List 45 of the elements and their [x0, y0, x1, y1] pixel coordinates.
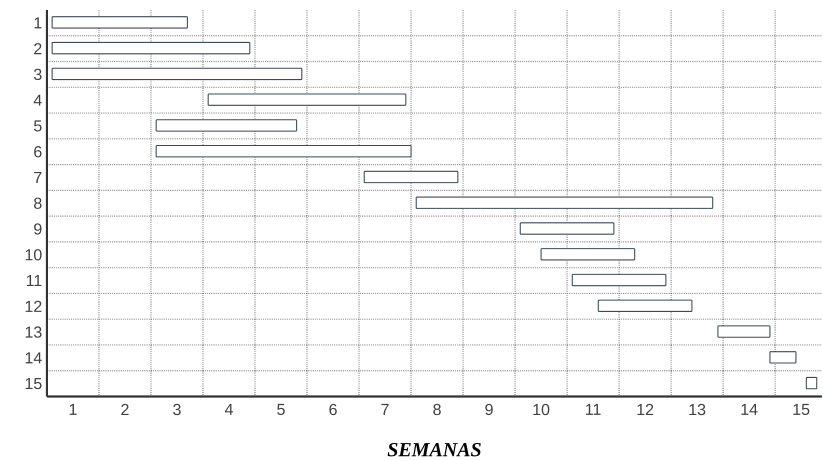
- y-tick-label: 14: [26, 352, 42, 364]
- bar: [769, 350, 796, 364]
- y-tick-label: 2: [34, 42, 42, 54]
- y-tick-label: 8: [34, 197, 42, 209]
- bar: [208, 93, 406, 106]
- bar: [520, 222, 614, 234]
- y-tick-label: 1: [34, 17, 42, 28]
- bar: [416, 196, 714, 209]
- y-tick-label: 9: [34, 223, 42, 234]
- x-tick-label: 12: [637, 404, 654, 415]
- y-tick-label: 4: [34, 94, 42, 106]
- y-tick-label: 15: [26, 378, 42, 389]
- x-tick-label: 14: [741, 404, 758, 415]
- x-tick-label: 10: [533, 404, 550, 415]
- x-tick-label: 15: [793, 404, 810, 415]
- bar: [598, 299, 692, 312]
- bar: [572, 274, 666, 286]
- x-tick-label: 4: [224, 404, 233, 415]
- bar: [364, 170, 458, 183]
- x-tick-label: 11: [586, 404, 601, 415]
- x-tick-label: 6: [329, 404, 337, 415]
- y-tick-label: 11: [26, 274, 42, 286]
- y-tick-label: 13: [26, 326, 42, 338]
- bar: [717, 325, 770, 338]
- x-tick-label: 7: [381, 404, 389, 415]
- bar: [540, 248, 636, 260]
- x-tick-label: 1: [70, 404, 77, 415]
- bar: [52, 42, 250, 54]
- x-axis-title: SEMANAS: [388, 442, 481, 456]
- x-tick-label: 5: [277, 404, 285, 415]
- y-tick-label: 10: [26, 248, 42, 260]
- x-tick-label: 13: [689, 404, 706, 415]
- y-tick-label: 12: [26, 300, 42, 312]
- bar: [52, 67, 302, 80]
- y-tick-label: 3: [34, 68, 42, 80]
- bar: [156, 119, 298, 132]
- bar: [156, 144, 412, 158]
- x-tick-label: 8: [433, 404, 441, 415]
- x-tick-label: 2: [121, 404, 129, 415]
- y-tick-label: 6: [34, 146, 42, 158]
- y-tick-label: 5: [34, 120, 42, 132]
- bar: [52, 16, 188, 28]
- y-tick-label: 7: [34, 172, 42, 183]
- x-tick-label: 9: [485, 404, 493, 415]
- x-tick-label: 3: [173, 404, 181, 415]
